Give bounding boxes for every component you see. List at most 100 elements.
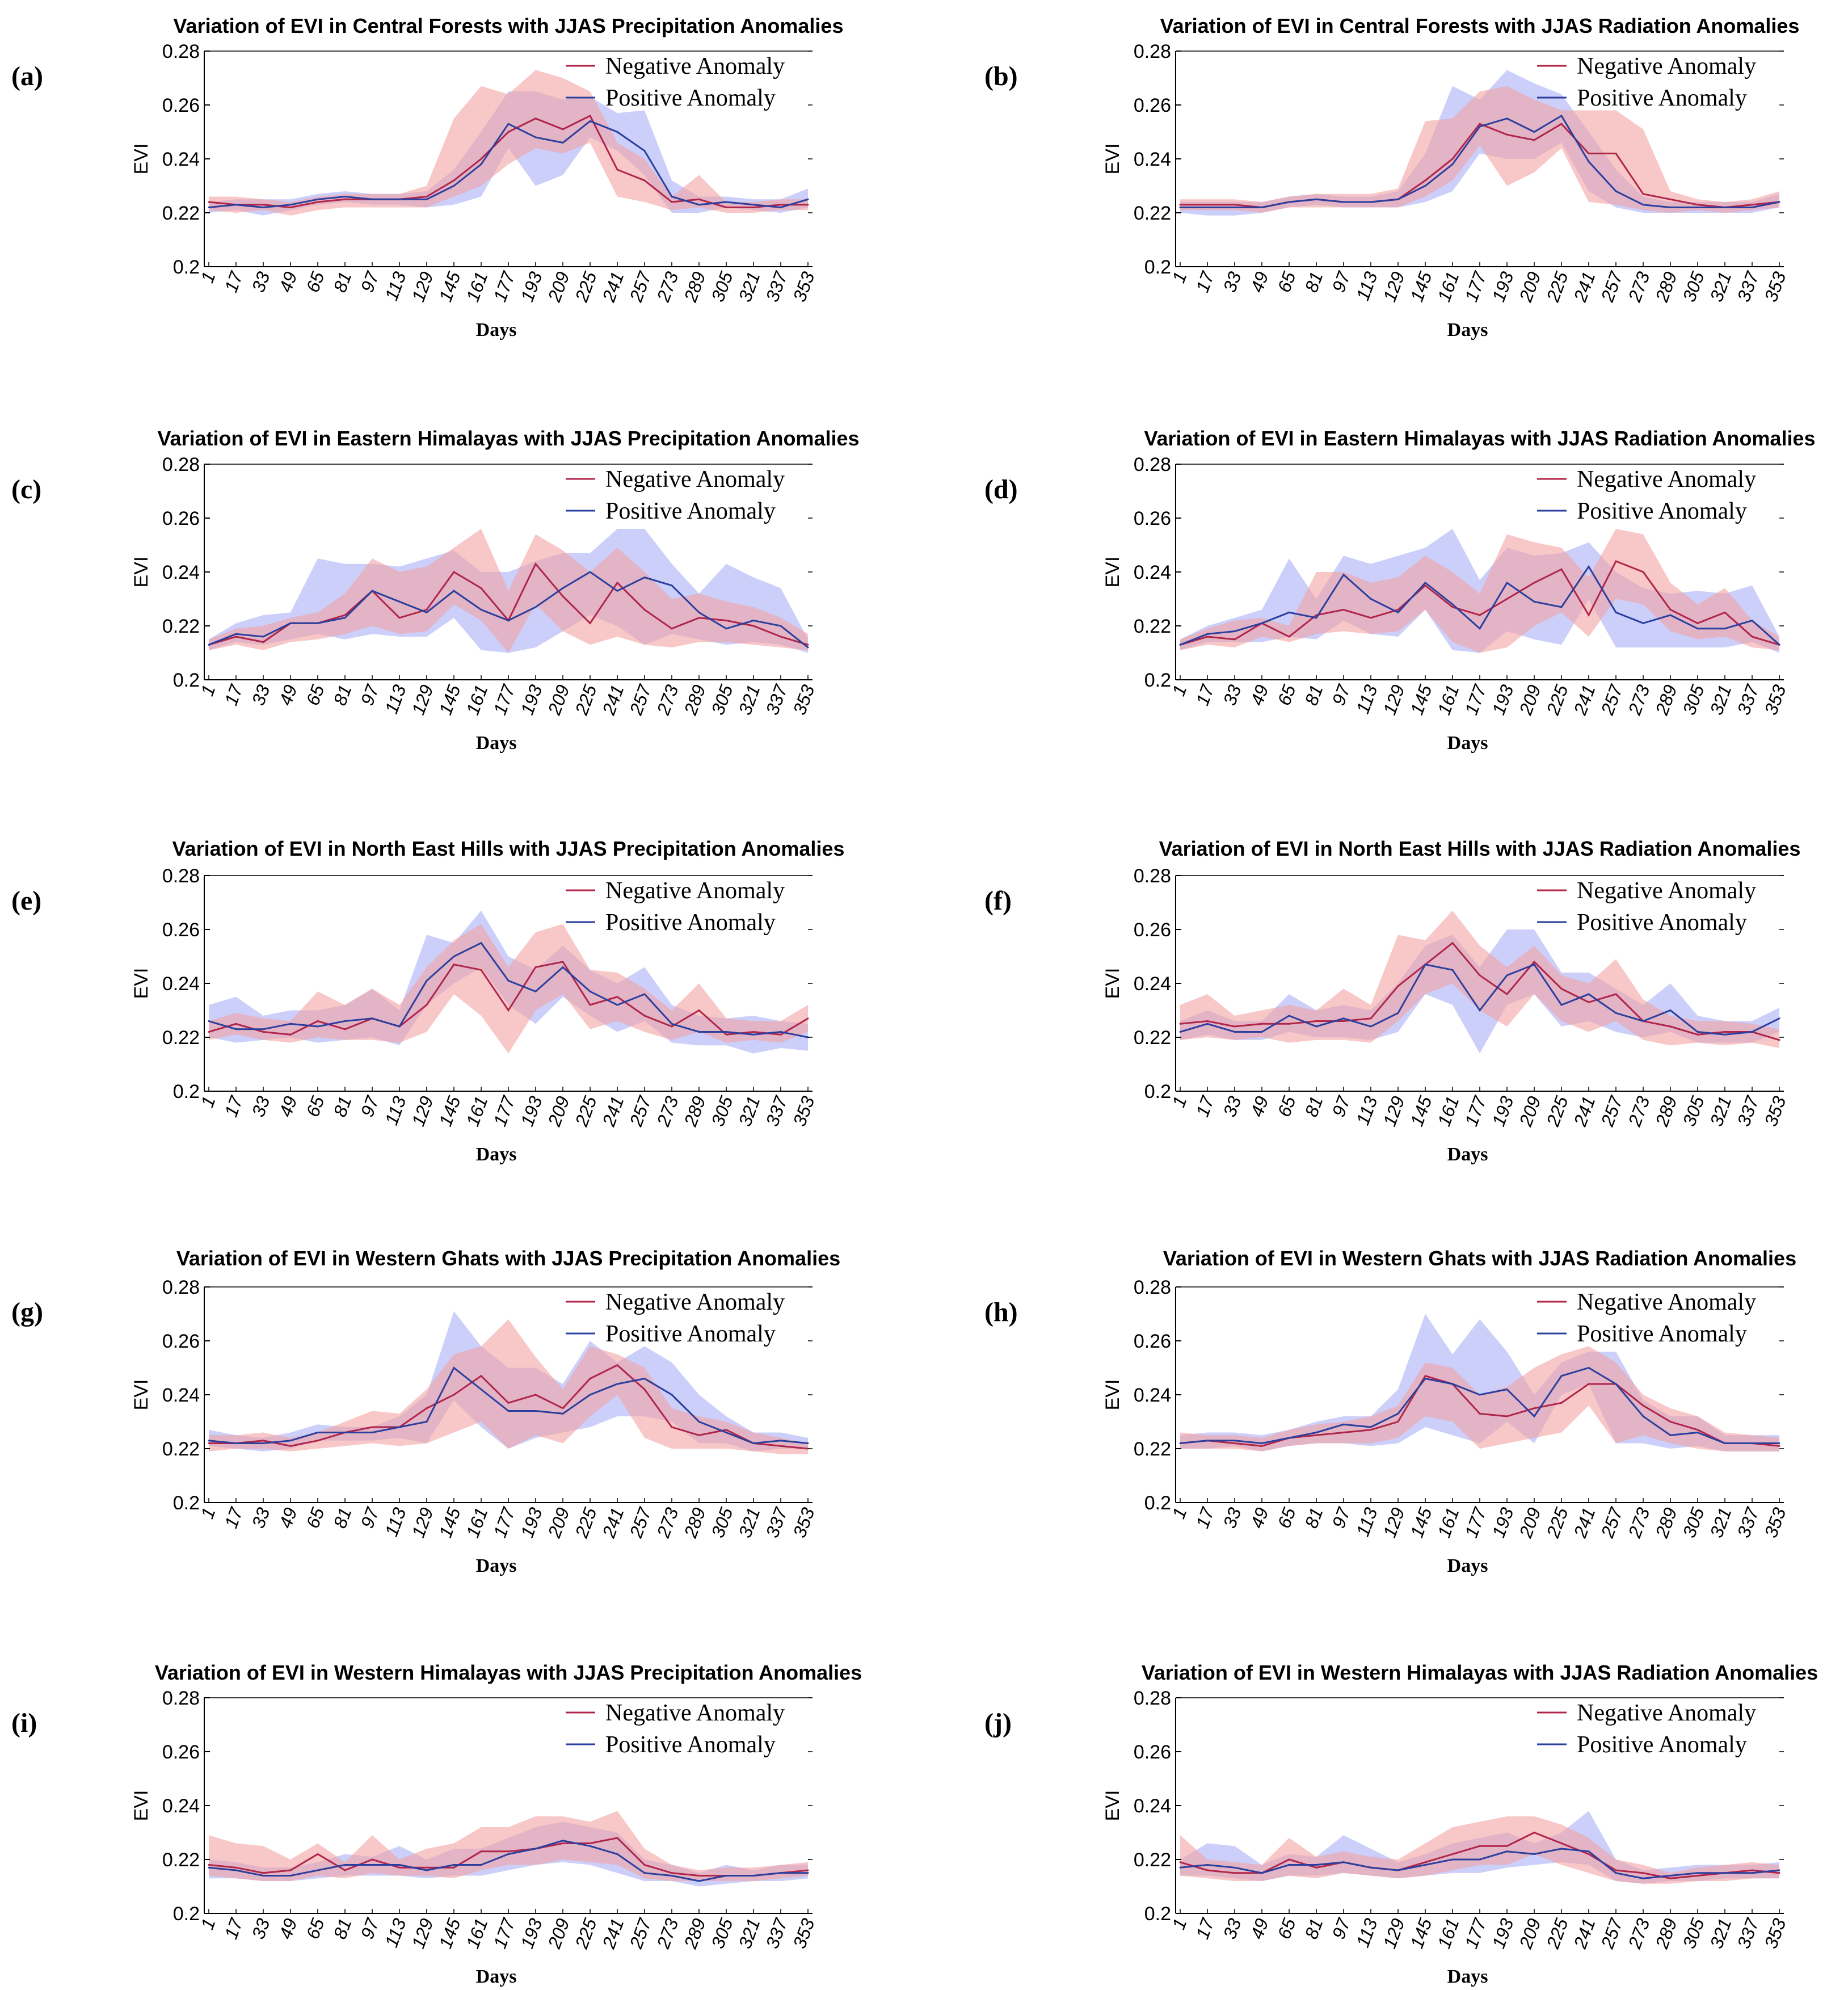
negative-data-point [1588, 1853, 1590, 1855]
positive-data-point [725, 1432, 727, 1433]
negative-data-point [643, 1864, 646, 1866]
negative-data-point [643, 179, 646, 182]
x-tick-label: 193 [1488, 1505, 1517, 1541]
x-tick-label: 353 [789, 682, 818, 718]
negative-data-point [1479, 1845, 1481, 1847]
y-axis-label: EVI [1102, 557, 1123, 588]
negative-data-point [534, 966, 537, 968]
positive-data-point [1751, 1031, 1753, 1033]
legend-entry: Positive Anomaly [1577, 1321, 1747, 1347]
y-tick-label: 0.24 [1134, 562, 1171, 583]
x-tick-label: 257 [1597, 1504, 1627, 1541]
positive-data-point [507, 1853, 510, 1855]
x-tick-label: 177 [489, 681, 519, 718]
negative-data-point [1669, 198, 1672, 200]
negative-data-point [752, 625, 755, 627]
x-tick-label: 161 [1433, 1916, 1463, 1951]
x-tick-label: 305 [1678, 682, 1708, 718]
x-tick-label: 1 [197, 1916, 220, 1932]
x-tick-label: 321 [1706, 682, 1735, 717]
positive-data-point [344, 617, 346, 619]
y-tick-label: 0.28 [162, 1277, 200, 1298]
positive-data-point [589, 1394, 591, 1396]
x-tick-label: 177 [1460, 268, 1491, 305]
y-tick-label: 0.28 [162, 41, 200, 62]
positive-data-point [1778, 1869, 1780, 1871]
negative-data-point [780, 204, 782, 206]
negative-data-point [1669, 609, 1672, 611]
y-tick-label: 0.24 [1134, 1385, 1171, 1406]
y-tick-label: 0.24 [162, 973, 200, 995]
x-tick-label: 33 [1219, 1505, 1245, 1531]
x-tick-label: 177 [1460, 1093, 1491, 1129]
negative-data-point [1397, 609, 1399, 611]
legend-entry: Negative Anomaly [1577, 466, 1756, 493]
positive-data-point [671, 1023, 673, 1025]
y-tick-label: 0.26 [1134, 919, 1171, 941]
x-tick-label: 65 [1274, 269, 1300, 295]
positive-data-point [1697, 207, 1699, 208]
positive-data-point [1370, 598, 1372, 600]
x-tick-label: 289 [680, 269, 710, 305]
x-tick-label: 97 [357, 1504, 383, 1531]
y-tick-label: 0.28 [1134, 865, 1171, 887]
chart-panel-g: Variation of EVI in Western Ghats with J… [11, 1247, 840, 1576]
positive-data-point [1451, 603, 1454, 605]
negative-data-point [1751, 204, 1753, 206]
negative-data-point [453, 179, 455, 182]
positive-data-point [1179, 1866, 1181, 1869]
negative-data-point [1533, 139, 1535, 141]
positive-data-point [1669, 207, 1672, 208]
negative-data-point [616, 1837, 618, 1839]
x-tick-label: 209 [544, 1916, 574, 1952]
negative-data-point [507, 131, 510, 133]
x-tick-label: 289 [1651, 1093, 1681, 1130]
positive-data-point [1588, 566, 1590, 567]
x-tick-label: 193 [1488, 269, 1517, 305]
positive-data-point [235, 1442, 237, 1444]
x-tick-label: 273 [653, 1093, 683, 1130]
y-tick-label: 0.28 [162, 1688, 200, 1709]
negative-data-point [807, 1869, 809, 1871]
x-axis-label: Days [1447, 1966, 1488, 1987]
x-tick-label: 305 [1678, 269, 1708, 305]
x-tick-label: 33 [1219, 1093, 1245, 1120]
x-tick-label: 113 [1352, 682, 1381, 716]
y-tick-label: 0.24 [1134, 973, 1171, 995]
y-axis-label: EVI [1102, 1379, 1123, 1411]
x-tick-label: 129 [1379, 1505, 1408, 1541]
x-tick-label: 145 [435, 1916, 464, 1951]
negative-data-point [616, 582, 618, 584]
y-tick-label: 0.28 [162, 865, 200, 887]
chart-panel-e: Variation of EVI in North East Hills wit… [11, 837, 844, 1165]
legend-entry: Negative Anomaly [1577, 53, 1756, 79]
negative-data-point [616, 169, 618, 171]
negative-data-point [1560, 123, 1563, 125]
x-tick-label: 241 [1569, 1093, 1599, 1129]
negative-data-point [235, 1866, 237, 1869]
y-tick-label: 0.24 [1134, 149, 1171, 170]
negative-anomaly-band [209, 70, 808, 216]
x-tick-label: 17 [1192, 681, 1218, 708]
x-tick-label: 113 [1352, 1916, 1381, 1950]
y-tick-label: 0.2 [1144, 1492, 1171, 1514]
negative-data-point [1506, 1415, 1508, 1417]
legend-entry: Negative Anomaly [1577, 878, 1756, 904]
x-tick-label: 337 [761, 681, 792, 718]
positive-data-point [208, 1440, 210, 1442]
x-tick-label: 273 [653, 1916, 683, 1952]
positive-data-point [643, 150, 646, 152]
x-tick-label: 209 [1515, 1505, 1545, 1541]
negative-data-point [1751, 636, 1753, 638]
negative-data-point [1424, 1861, 1426, 1863]
negative-data-point [262, 1031, 264, 1033]
positive-data-point [562, 1412, 564, 1415]
x-tick-label: 321 [734, 682, 764, 717]
y-axis-label: EVI [131, 144, 152, 175]
negative-data-point [562, 595, 564, 598]
positive-data-point [1669, 1434, 1672, 1436]
negative-data-point [208, 1031, 210, 1033]
chart-panel-j: Variation of EVI in Western Himalayas wi… [984, 1661, 1818, 1987]
positive-data-point [1424, 582, 1426, 584]
positive-data-point [480, 1864, 482, 1866]
